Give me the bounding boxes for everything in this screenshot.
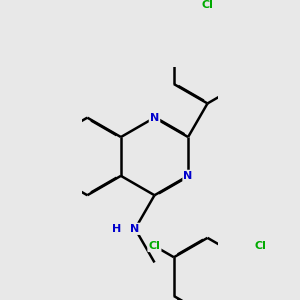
Text: Cl: Cl (202, 0, 213, 10)
Text: H: H (112, 224, 122, 234)
Text: N: N (184, 171, 193, 181)
Text: Cl: Cl (148, 241, 160, 251)
Text: N: N (150, 113, 159, 123)
Text: N: N (130, 224, 140, 234)
Text: Cl: Cl (255, 241, 266, 251)
